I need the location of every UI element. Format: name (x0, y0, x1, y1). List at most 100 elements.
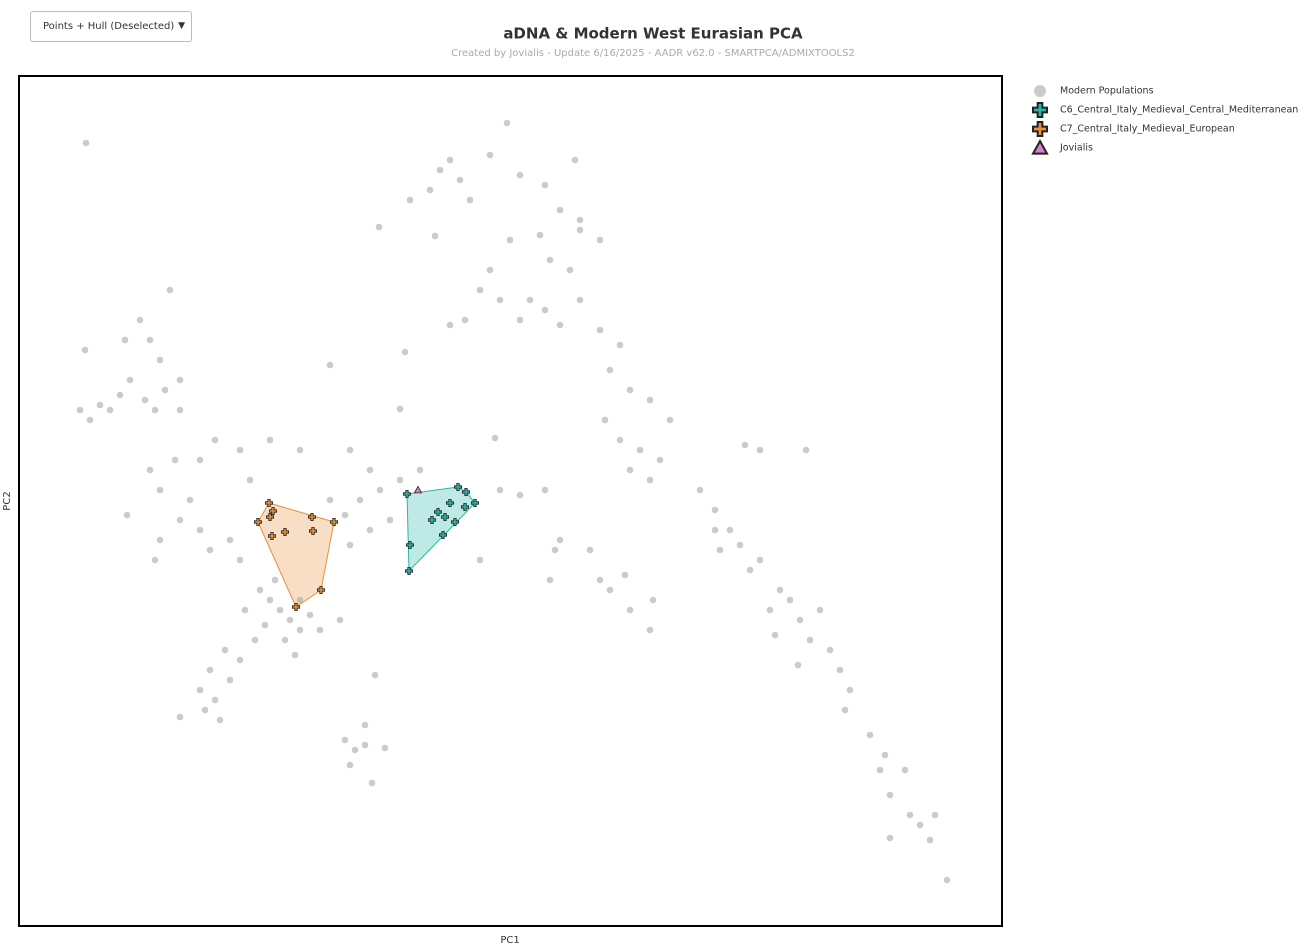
point (726, 526, 734, 534)
point (361, 741, 369, 749)
point (381, 744, 389, 752)
point (206, 666, 214, 674)
point (82, 139, 90, 147)
point (926, 836, 934, 844)
point (330, 518, 338, 526)
point (596, 326, 604, 334)
point (403, 490, 411, 498)
point (309, 527, 317, 535)
point (711, 506, 719, 514)
legend-label: C6_Central_Italy_Medieval_Central_Medite… (1060, 105, 1298, 116)
point (196, 456, 204, 464)
point (386, 516, 394, 524)
point (766, 606, 774, 614)
point (541, 486, 549, 494)
point (556, 321, 564, 329)
point (576, 296, 584, 304)
point (326, 361, 334, 369)
point (196, 526, 204, 534)
point (886, 834, 894, 842)
point (616, 341, 624, 349)
point (361, 721, 369, 729)
point (226, 536, 234, 544)
point (571, 156, 579, 164)
point (351, 746, 359, 754)
point (536, 231, 544, 239)
point (806, 636, 814, 644)
point (116, 391, 124, 399)
point (341, 511, 349, 519)
point (446, 499, 454, 507)
point (406, 196, 414, 204)
point (401, 348, 409, 356)
point (81, 346, 89, 354)
point (431, 232, 439, 240)
point (802, 446, 810, 454)
point (292, 603, 300, 611)
point (171, 456, 179, 464)
point (186, 496, 194, 504)
point (206, 546, 214, 554)
point (576, 226, 584, 234)
point (931, 811, 939, 819)
point (471, 499, 479, 507)
point (151, 406, 159, 414)
point (396, 405, 404, 413)
point (656, 456, 664, 464)
point (368, 779, 376, 787)
point (413, 485, 423, 494)
point (281, 636, 289, 644)
plot-frame (18, 75, 1003, 927)
y-axis-label: PC2 (2, 491, 13, 510)
point (296, 446, 304, 454)
point (901, 766, 909, 774)
point (541, 306, 549, 314)
point (516, 171, 524, 179)
point (86, 416, 94, 424)
point (366, 526, 374, 534)
point (476, 286, 484, 294)
point (428, 516, 436, 524)
point (268, 532, 276, 540)
point (281, 528, 289, 536)
point (236, 556, 244, 564)
point (541, 181, 549, 189)
point (646, 476, 654, 484)
point (146, 466, 154, 474)
point (736, 541, 744, 549)
point (356, 496, 364, 504)
point (741, 441, 749, 449)
point (166, 286, 174, 294)
point (866, 731, 874, 739)
point (269, 507, 277, 515)
point (461, 316, 469, 324)
point (121, 336, 129, 344)
point (606, 366, 614, 374)
point (341, 736, 349, 744)
legend-label: Modern Populations (1060, 86, 1154, 97)
point (906, 811, 914, 819)
point (711, 526, 719, 534)
point (426, 186, 434, 194)
point (254, 518, 262, 526)
point (621, 571, 629, 579)
point (306, 611, 314, 619)
point (556, 206, 564, 214)
point (346, 446, 354, 454)
hull (406, 486, 476, 573)
point (466, 196, 474, 204)
point (266, 436, 274, 444)
point (881, 751, 889, 759)
point (836, 666, 844, 674)
point (317, 586, 325, 594)
point (266, 596, 274, 604)
point (506, 236, 514, 244)
legend-label: Jovialis (1059, 143, 1093, 154)
point (434, 508, 442, 516)
point (776, 586, 784, 594)
point (943, 876, 951, 884)
dropdown[interactable]: Points + Hull (Deselected) (30, 11, 192, 42)
point (439, 531, 447, 539)
point (446, 321, 454, 329)
